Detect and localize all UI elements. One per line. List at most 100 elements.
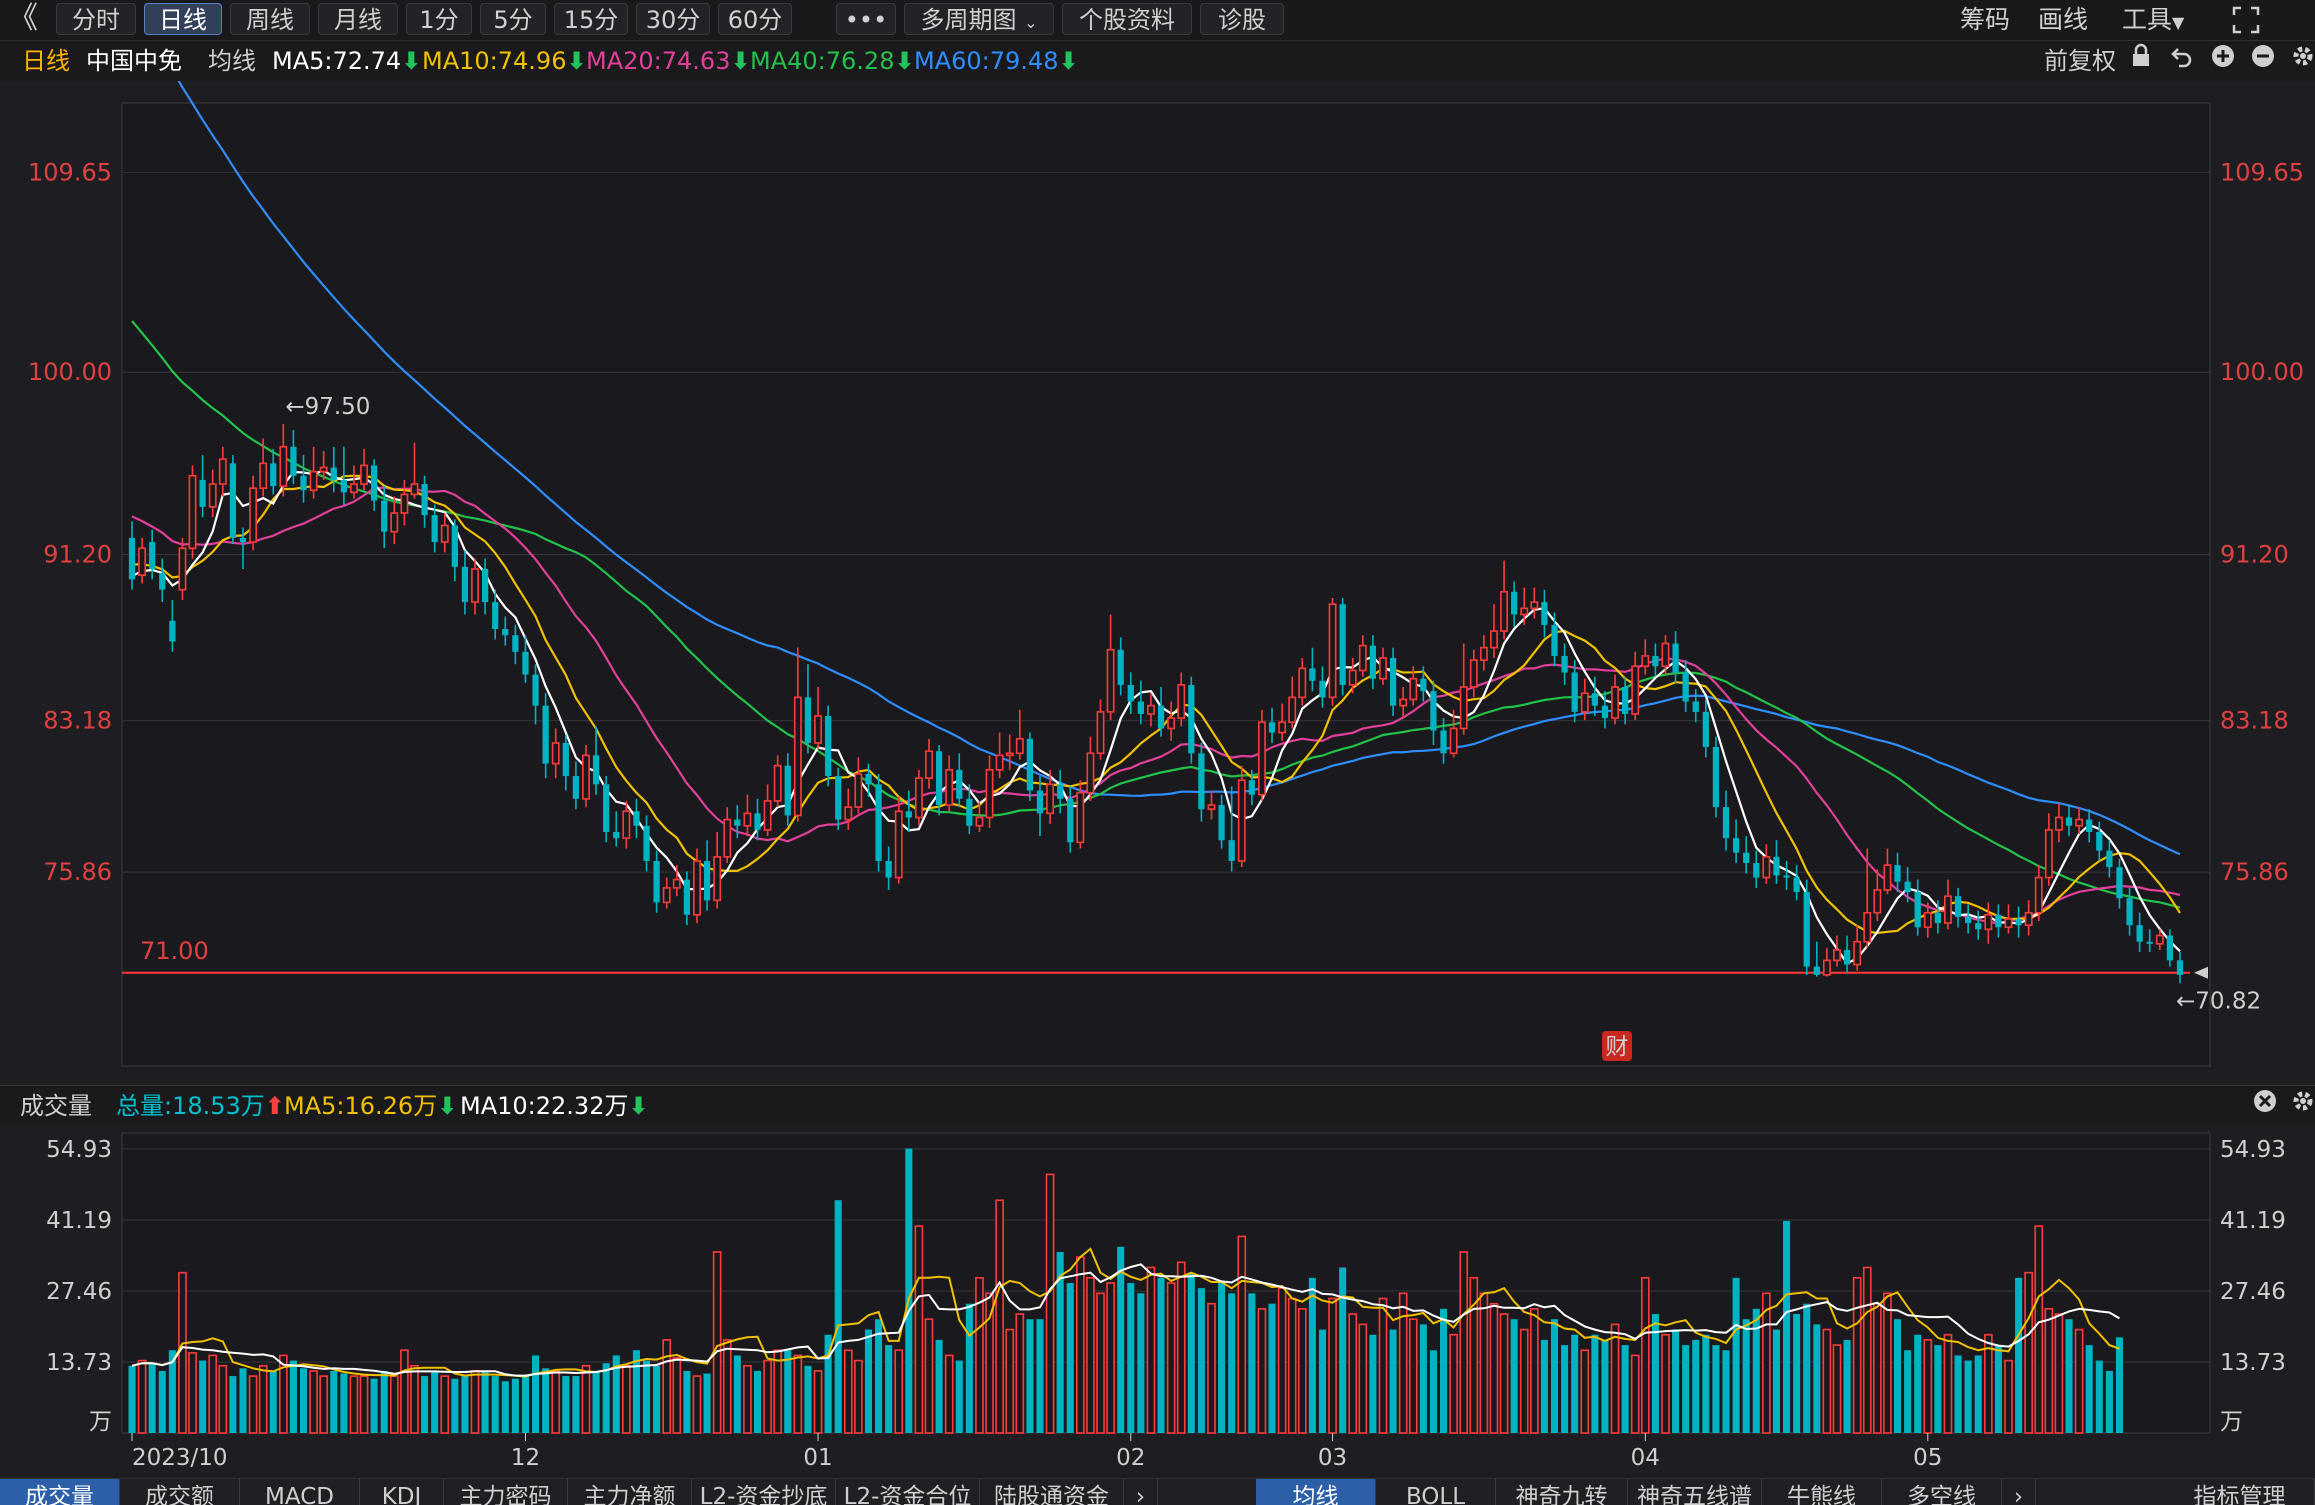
candle[interactable] [1672, 631, 1679, 683]
volume-bar[interactable] [944, 1354, 954, 1434]
candle[interactable] [914, 769, 923, 826]
ma-label[interactable]: 均线 [208, 47, 256, 75]
candle[interactable] [662, 877, 671, 909]
volume-bar[interactable] [269, 1370, 277, 1433]
volume-bar[interactable] [592, 1370, 600, 1433]
volume-bar[interactable] [1086, 1277, 1095, 1434]
volume-bar[interactable] [1862, 1266, 1872, 1434]
volume-bar[interactable] [905, 1148, 913, 1433]
candle[interactable] [653, 850, 660, 913]
volume-bar[interactable] [451, 1378, 459, 1433]
candle[interactable] [1369, 635, 1377, 690]
volume-bar[interactable] [1096, 1292, 1105, 1434]
volume-bar[interactable] [258, 1364, 268, 1434]
candle[interactable] [1652, 643, 1659, 677]
volume-bar[interactable] [622, 1364, 631, 1434]
volume-bar[interactable] [1843, 1339, 1851, 1433]
candle[interactable] [259, 438, 268, 497]
volume-bar[interactable] [2074, 1328, 2084, 1434]
volume-bar[interactable] [1732, 1277, 1740, 1433]
volume-bar[interactable] [2065, 1319, 2073, 1433]
candle[interactable] [1319, 666, 1326, 708]
candle[interactable] [1459, 643, 1468, 735]
candle[interactable] [532, 664, 539, 725]
volume-bar[interactable] [461, 1376, 469, 1433]
candle[interactable] [763, 784, 772, 837]
volume-bar[interactable] [389, 1375, 399, 1434]
candle[interactable] [582, 745, 590, 808]
volume-bar[interactable] [1752, 1308, 1760, 1433]
volume-bar[interactable] [1176, 1261, 1186, 1434]
candle[interactable] [2004, 904, 2013, 934]
volume-bar[interactable] [218, 1364, 228, 1434]
volume-bar[interactable] [1369, 1334, 1377, 1433]
candle[interactable] [562, 734, 569, 791]
volume-bar[interactable] [763, 1359, 772, 1434]
volume-bar[interactable] [894, 1349, 904, 1434]
volume-bar[interactable] [773, 1349, 783, 1434]
candle[interactable] [713, 831, 722, 909]
volume-bar[interactable] [864, 1329, 873, 1433]
candle[interactable] [512, 624, 519, 665]
candle[interactable] [935, 745, 943, 816]
volume-bar[interactable] [1146, 1266, 1156, 1434]
candle[interactable] [542, 693, 549, 779]
candle[interactable] [1177, 672, 1186, 727]
period-button-6[interactable]: 15分 [554, 3, 628, 35]
candle[interactable] [169, 600, 176, 652]
candle[interactable] [1076, 780, 1085, 849]
zoom-out-icon[interactable] [2250, 41, 2276, 81]
volume-bar[interactable] [784, 1350, 792, 1433]
finance-badge[interactable]: 财 [1602, 1031, 1632, 1061]
volume-bar[interactable] [1682, 1345, 1690, 1433]
candle[interactable] [672, 865, 681, 897]
candle[interactable] [340, 446, 347, 505]
candle[interactable] [492, 589, 499, 640]
candle[interactable] [208, 469, 217, 518]
volume-bar[interactable] [359, 1375, 369, 1434]
candle[interactable] [1722, 790, 1730, 851]
volume-bar[interactable] [199, 1360, 207, 1433]
candle[interactable] [350, 465, 358, 499]
volume-bar[interactable] [278, 1354, 288, 1434]
period-button-4[interactable]: 1分 [406, 3, 472, 35]
volume-bar[interactable] [1499, 1313, 1509, 1434]
candle[interactable] [854, 757, 863, 814]
candle[interactable] [1440, 718, 1447, 764]
volume-title[interactable]: 成交量 [20, 1092, 92, 1120]
volume-bar[interactable] [1772, 1329, 1780, 1433]
volume-bar[interactable] [481, 1370, 489, 1433]
volume-bar[interactable] [1580, 1349, 1590, 1434]
candle[interactable] [1833, 935, 1841, 967]
volume-bar[interactable] [1610, 1323, 1620, 1434]
volume-bar[interactable] [1803, 1303, 1811, 1433]
candle[interactable] [2136, 912, 2143, 953]
chevron-right-icon[interactable]: › [1124, 1479, 1158, 1505]
candle[interactable] [2116, 858, 2123, 909]
volume-bar[interactable] [1661, 1333, 1670, 1434]
candle[interactable] [723, 807, 732, 864]
volume-bar[interactable] [1166, 1282, 1176, 1434]
candle[interactable] [188, 465, 197, 559]
candle[interactable] [1046, 769, 1054, 824]
candle[interactable] [1258, 709, 1266, 801]
volume-bar[interactable] [2054, 1313, 2064, 1434]
candle[interactable] [1641, 639, 1650, 675]
indicator-tab-2[interactable]: MACD [240, 1479, 360, 1505]
candle[interactable] [2155, 929, 2164, 951]
candle[interactable] [1469, 649, 1478, 698]
candle[interactable] [1853, 925, 1862, 971]
candle[interactable] [835, 767, 842, 830]
volume-bar[interactable] [2115, 1337, 2123, 1433]
candle[interactable] [804, 664, 812, 754]
candle[interactable] [522, 635, 529, 683]
double-chevron-left-icon[interactable]: 《 [8, 1, 38, 36]
volume-bar[interactable] [319, 1375, 329, 1434]
candle[interactable] [975, 800, 984, 832]
volume-bar[interactable] [935, 1339, 943, 1433]
volume-bar[interactable] [1561, 1345, 1569, 1433]
candle[interactable] [410, 442, 419, 499]
volume-bar[interactable] [824, 1334, 832, 1433]
volume-bar[interactable] [955, 1360, 963, 1433]
volume-bar[interactable] [431, 1370, 439, 1433]
